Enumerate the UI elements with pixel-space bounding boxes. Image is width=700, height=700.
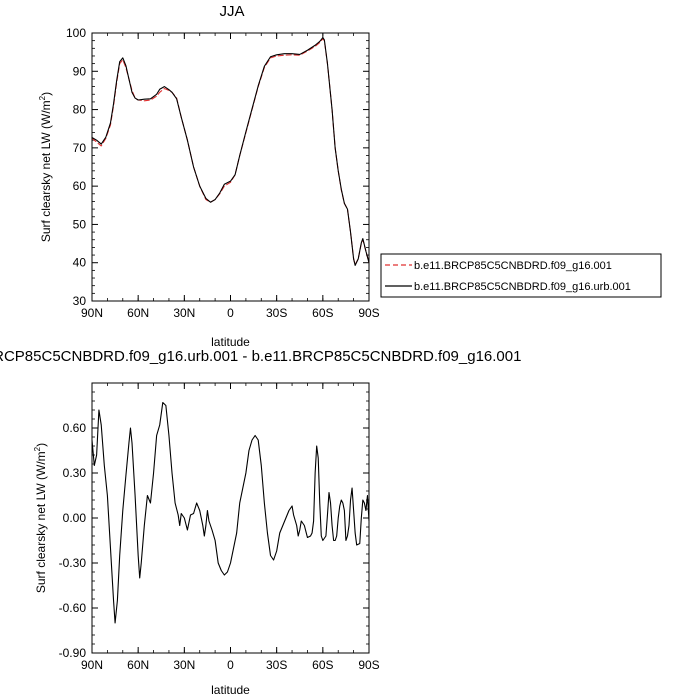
top-y-tick-label: 80 xyxy=(73,103,87,117)
bottom-axis-ticks: 90N 60N 30N 0 30S 60S 90S -0.90 -0.60 -0.30 0.00 0.… xyxy=(59,383,380,672)
top-series-line-0 xyxy=(91,38,370,266)
bottom-y-axis-label: Surf clearsky net LW (W/m2) xyxy=(33,443,48,593)
bottom-y-tick-label: -0.60 xyxy=(59,601,87,615)
bottom-series-group xyxy=(91,401,370,624)
bottom-x-tick-label: 30S xyxy=(266,658,287,672)
top-x-tick-label: 30N xyxy=(173,306,195,320)
top-series-line-1 xyxy=(91,37,370,266)
top-x-tick-label: 60N xyxy=(127,306,149,320)
bottom-x-tick-label: 60N xyxy=(127,658,149,672)
bottom-y-tick-label: 0.00 xyxy=(63,511,87,525)
bottom-series-line-0 xyxy=(91,401,370,624)
bottom-x-axis-label: latitude xyxy=(211,683,250,697)
top-axis-ticks: 90N 60N 30N 0 30S 60S 90S 30 40 50 60 70 80 90 100 xyxy=(66,26,380,320)
top-x-tick-label: 90S xyxy=(358,306,379,320)
bottom-x-tick-label: 30N xyxy=(173,658,195,672)
top-panel: JJA 90N 60N 30N 0 30S 60S 90S 30 40 50 60 70 80 90 100… xyxy=(38,3,662,349)
legend-frame xyxy=(380,253,662,298)
bottom-plot-frame xyxy=(91,382,370,654)
bottom-title: b.e11.BRCP85C5CNBDRD.f09_g16.urb.001 - b… xyxy=(0,348,521,365)
top-series-group xyxy=(91,37,370,266)
bottom-x-tick-label: 60S xyxy=(312,658,333,672)
top-y-axis-label: Surf clearsky net LW (W/m2) xyxy=(38,92,53,242)
bottom-panel: b.e11.BRCP85C5CNBDRD.f09_g16.urb.001 - b… xyxy=(0,348,521,697)
bottom-y-tick-label: -0.30 xyxy=(59,556,87,570)
top-y-tick-label: 40 xyxy=(73,256,87,270)
top-x-tick-label: 60S xyxy=(312,306,333,320)
top-plot-frame xyxy=(91,32,370,302)
bottom-x-tick-label: 90N xyxy=(81,658,103,672)
top-x-tick-label: 90N xyxy=(81,306,103,320)
top-y-tick-label: 50 xyxy=(73,217,87,231)
bottom-x-tick-label: 90S xyxy=(358,658,379,672)
top-y-tick-label: 60 xyxy=(73,179,87,193)
top-y-tick-label: 100 xyxy=(66,26,86,40)
legend: b.e11.BRCP85C5CNBDRD.f09_g16.001 b.e11.B… xyxy=(380,253,662,298)
top-title: JJA xyxy=(219,3,244,20)
top-y-tick-label: 90 xyxy=(73,64,87,78)
bottom-x-tick-label: 0 xyxy=(227,658,234,672)
top-y-tick-label: 70 xyxy=(73,141,87,155)
legend-label-urban: b.e11.BRCP85C5CNBDRD.f09_g16.urb.001 xyxy=(414,281,631,293)
bottom-y-tick-label: -0.90 xyxy=(59,646,87,660)
bottom-y-tick-label: 0.30 xyxy=(63,466,87,480)
top-x-tick-label: 30S xyxy=(266,306,287,320)
bottom-y-tick-label: 0.60 xyxy=(63,421,87,435)
legend-label-control: b.e11.BRCP85C5CNBDRD.f09_g16.001 xyxy=(414,260,612,272)
top-y-tick-label: 30 xyxy=(73,294,87,308)
top-x-axis-label: latitude xyxy=(211,335,250,349)
top-x-tick-label: 0 xyxy=(227,306,234,320)
